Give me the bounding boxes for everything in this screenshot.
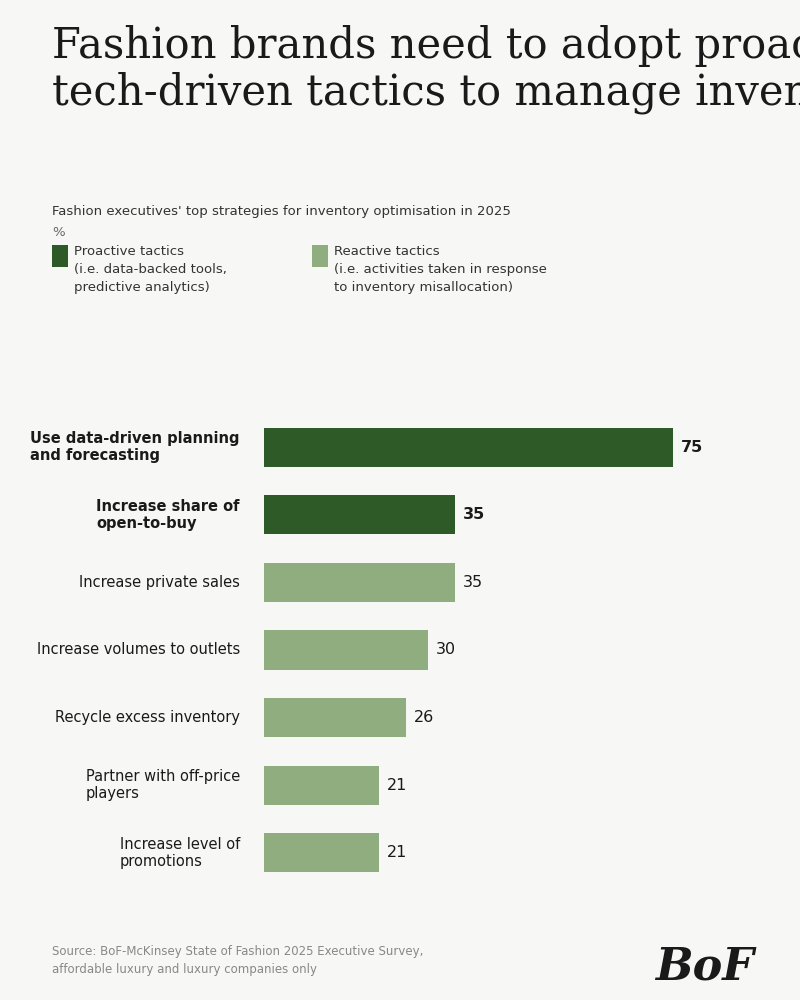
Text: 35: 35 — [463, 575, 483, 590]
Text: Recycle excess inventory: Recycle excess inventory — [55, 710, 240, 725]
Text: %: % — [52, 226, 65, 239]
Text: Fashion brands need to adopt proactive
tech-driven tactics to manage inventory: Fashion brands need to adopt proactive t… — [52, 25, 800, 114]
Text: Partner with off-price
players: Partner with off-price players — [86, 769, 240, 801]
Text: 35: 35 — [463, 507, 486, 522]
Bar — [264, 833, 378, 872]
Text: Source: BoF-McKinsey State of Fashion 2025 Executive Survey,
affordable luxury a: Source: BoF-McKinsey State of Fashion 20… — [52, 945, 423, 976]
Text: Increase level of
promotions: Increase level of promotions — [120, 837, 240, 869]
Text: BoF: BoF — [654, 945, 754, 988]
Bar — [264, 563, 455, 602]
Bar — [264, 630, 428, 670]
Text: Use data-driven planning
and forecasting: Use data-driven planning and forecasting — [30, 431, 240, 463]
Text: 30: 30 — [436, 643, 456, 658]
Text: Reactive tactics
(i.e. activities taken in response
to inventory misallocation): Reactive tactics (i.e. activities taken … — [334, 245, 547, 294]
Bar — [264, 495, 455, 534]
Text: Increase private sales: Increase private sales — [79, 575, 240, 590]
Bar — [264, 766, 378, 805]
Bar — [264, 428, 673, 467]
Text: 21: 21 — [386, 778, 407, 793]
Text: 26: 26 — [414, 710, 434, 725]
Text: Increase share of
open-to-buy: Increase share of open-to-buy — [97, 499, 240, 531]
Text: Increase volumes to outlets: Increase volumes to outlets — [37, 643, 240, 658]
Text: Fashion executives' top strategies for inventory optimisation in 2025: Fashion executives' top strategies for i… — [52, 205, 511, 218]
Bar — [264, 698, 406, 737]
Text: 75: 75 — [682, 440, 703, 455]
Text: 21: 21 — [386, 845, 407, 860]
Text: Proactive tactics
(i.e. data-backed tools,
predictive analytics): Proactive tactics (i.e. data-backed tool… — [74, 245, 227, 294]
